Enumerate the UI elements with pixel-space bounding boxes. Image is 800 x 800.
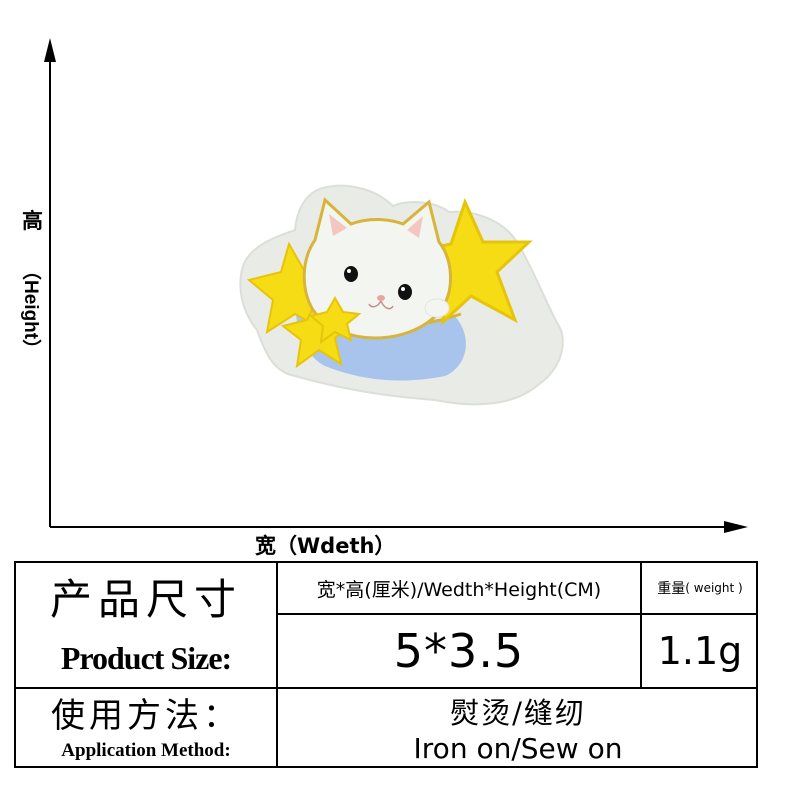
table-divider <box>276 563 278 766</box>
dimension-axes <box>44 38 748 533</box>
weight-value: 1.1g <box>657 629 743 673</box>
table-divider <box>278 613 756 615</box>
axis-arrow-right-icon <box>724 521 748 533</box>
weight-header-en: ( weight ) <box>685 581 743 595</box>
application-label-cn: 使用方法： <box>51 695 241 736</box>
height-label-cn: 高 <box>22 209 43 233</box>
application-label-en: Application Method: <box>61 739 231 761</box>
method-en: Iron on/Sew on <box>413 731 623 765</box>
axis-arrow-up-icon <box>44 38 56 62</box>
dimension-value: 5*3.5 <box>393 624 525 678</box>
table-divider <box>16 687 756 689</box>
cat-star-patch-image <box>239 184 564 406</box>
height-axis-label: 高 （Height） <box>14 205 50 375</box>
product-size-label-cn: 产品尺寸 <box>49 574 242 624</box>
product-size-label-en: Product Size: <box>60 639 232 676</box>
height-label-en: （Height） <box>20 261 41 359</box>
width-axis-label: 宽（Wdeth） <box>255 534 396 558</box>
table-divider <box>640 563 642 687</box>
weight-header-cn: 重量 <box>657 581 686 597</box>
weight-header: 重量 ( weight ) <box>642 563 758 613</box>
method-cn: 熨烫/缝纫 <box>450 696 586 730</box>
dimension-header: 宽*高(厘米)/Wedth*Height(CM) <box>316 578 602 601</box>
product-info-table: 产品尺寸 Product Size: 宽*高(厘米)/Wedth*Height(… <box>14 561 758 768</box>
